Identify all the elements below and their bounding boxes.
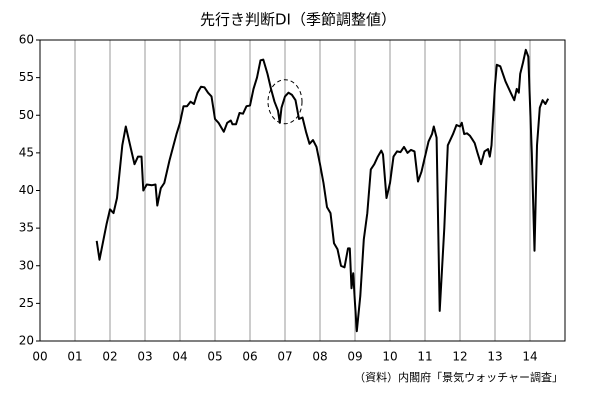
x-tick-label: 01	[67, 350, 82, 364]
highlight-circle	[267, 79, 303, 125]
y-tick-label: 60	[19, 33, 34, 47]
y-tick-label: 55	[19, 70, 34, 84]
y-tick-label: 45	[19, 145, 34, 159]
x-tick-label: 09	[347, 350, 362, 364]
x-tick-label: 04	[172, 350, 187, 364]
chart-title: 先行き判断DI（季節調整値）	[200, 11, 396, 29]
y-tick-label: 50	[19, 108, 34, 122]
x-tick-label: 13	[487, 350, 502, 364]
y-tick-label: 30	[19, 258, 34, 272]
x-tick-label: 06	[242, 350, 257, 364]
source-note: （資料）内閣府「景気ウォッチャー調査」	[354, 370, 563, 384]
data-line	[95, 48, 550, 333]
plot-frame	[39, 39, 566, 342]
y-tick-label: 40	[19, 183, 34, 197]
y-tick-label: 20	[19, 334, 34, 348]
x-tick-label: 00	[32, 350, 47, 364]
x-tick-label: 14	[522, 350, 537, 364]
x-tick-label: 07	[277, 350, 292, 364]
y-tick-label: 25	[19, 296, 34, 310]
x-tick-label: 10	[382, 350, 397, 364]
x-tick-label: 08	[312, 350, 327, 364]
x-tick-label: 02	[102, 350, 117, 364]
x-tick-label: 12	[452, 350, 467, 364]
x-tick-label: 11	[417, 350, 432, 364]
x-tick-label: 03	[137, 350, 152, 364]
x-tick-label: 05	[207, 350, 222, 364]
y-tick-label: 35	[19, 221, 34, 235]
